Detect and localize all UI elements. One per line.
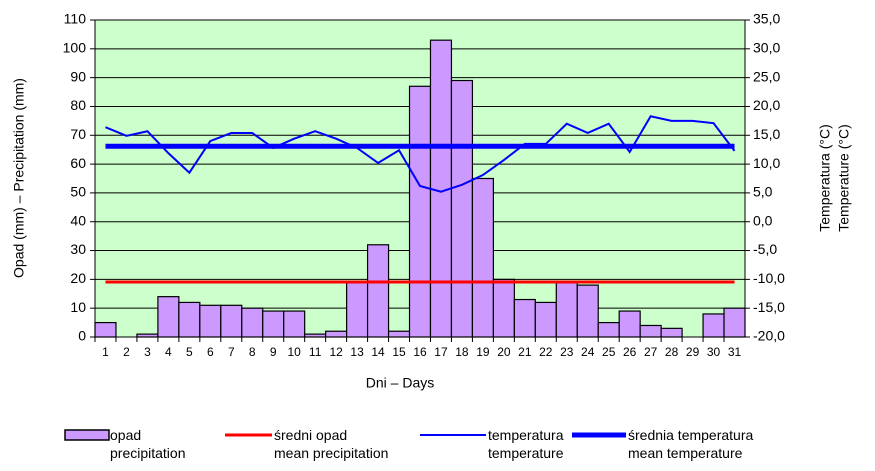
bar — [450, 79, 474, 338]
x-tick-label: 24 — [581, 345, 595, 359]
x-tick-label: 30 — [707, 345, 721, 359]
bar — [157, 296, 180, 338]
x-tick-label: 4 — [165, 345, 172, 359]
y2-tick-label: -20,0 — [753, 328, 785, 344]
bar — [534, 301, 557, 338]
y-tick-label: 20 — [70, 270, 86, 286]
y2-tick-label: -15,0 — [753, 299, 785, 315]
bar — [220, 304, 243, 338]
bar — [387, 330, 411, 338]
bar — [513, 298, 536, 338]
x-tick-label: 20 — [497, 345, 511, 359]
y-tick-label: 110 — [64, 11, 87, 27]
y2-tick-label: 35,0 — [753, 11, 780, 27]
bar — [283, 310, 306, 338]
x-tick-label: 3 — [144, 345, 151, 359]
y2-tick-label: 5,0 — [753, 184, 773, 200]
y-tick-label: 70 — [70, 126, 86, 142]
bar — [723, 307, 746, 338]
bar — [660, 327, 683, 338]
x-tick-label: 13 — [350, 345, 364, 359]
bar — [576, 284, 599, 338]
bar — [492, 278, 515, 338]
legend-label: opad precipitation — [110, 427, 186, 461]
y-tick-label: 10 — [70, 299, 86, 315]
x-tick-label: 15 — [392, 345, 406, 359]
bar — [94, 321, 117, 338]
x-tick-label: 12 — [329, 345, 343, 359]
x-tick-label: 7 — [228, 345, 235, 359]
x-tick-label: 14 — [371, 345, 385, 359]
y-tick-label: 30 — [70, 241, 86, 257]
x-axis-label: Dni – Days — [366, 375, 434, 391]
bar — [408, 85, 432, 338]
y2-tick-label: -5,0 — [753, 241, 777, 257]
y-tick-label: 100 — [63, 40, 87, 56]
x-tick-label: 31 — [728, 345, 742, 359]
plot-border — [94, 19, 746, 338]
y-tick-label: 80 — [70, 97, 86, 113]
x-tick-label: 29 — [686, 345, 700, 359]
x-tick-label: 5 — [186, 345, 193, 359]
y2-tick-label: 10,0 — [753, 155, 780, 171]
x-tick-label: 17 — [434, 345, 448, 359]
x-tick-label: 1 — [102, 345, 109, 359]
legend-label: średni opad mean precipitation — [274, 427, 389, 461]
x-tick-label: 26 — [623, 345, 637, 359]
x-tick-label: 9 — [270, 345, 277, 359]
y2-axis-label: Temperatura (°C) — [817, 124, 833, 232]
legend-label: temperatura temperature — [488, 427, 564, 461]
bar — [555, 281, 578, 338]
bar — [366, 244, 390, 338]
x-tick-label: 25 — [602, 345, 616, 359]
x-tick-label: 6 — [207, 345, 214, 359]
y2-tick-label: 15,0 — [753, 126, 780, 142]
y-tick-label: 40 — [70, 212, 86, 228]
x-tick-label: 19 — [476, 345, 490, 359]
y-tick-label: 50 — [70, 184, 86, 200]
temperature-line — [105, 115, 736, 193]
x-tick-label: 28 — [665, 345, 679, 359]
y-tick-label: 0 — [78, 328, 86, 344]
x-tick-label: 11 — [309, 345, 322, 359]
x-tick-label: 8 — [249, 345, 256, 359]
x-tick-label: 18 — [455, 345, 469, 359]
bar — [199, 304, 222, 338]
y-tick-label: 90 — [70, 68, 86, 84]
y2-tick-label: 0,0 — [753, 212, 773, 228]
x-tick-label: 27 — [644, 345, 658, 359]
x-tick-label: 2 — [123, 345, 130, 359]
y-axis-label: Opad (mm) – Precipitation (mm) — [11, 78, 27, 278]
y2-tick-label: 30,0 — [753, 40, 780, 56]
y2-tick-label: -10,0 — [753, 270, 785, 286]
bar — [639, 324, 662, 338]
y2-tick-label: 20,0 — [753, 97, 780, 113]
bar — [597, 321, 620, 338]
x-tick-label: 22 — [539, 345, 553, 359]
legend-swatch — [64, 429, 110, 441]
x-tick-label: 21 — [518, 345, 532, 359]
bar — [702, 313, 725, 338]
x-tick-label: 23 — [560, 345, 574, 359]
bar — [178, 301, 201, 338]
bar — [241, 307, 264, 338]
legend-label: średnia temperatura mean temperature — [628, 427, 754, 461]
y2-tick-label: 25,0 — [753, 68, 780, 84]
x-tick-label: 16 — [413, 345, 427, 359]
x-tick-label: 10 — [288, 345, 302, 359]
y2-axis-label: Temperature (°C) — [836, 124, 852, 232]
bar — [618, 310, 641, 338]
bar — [325, 330, 348, 338]
bar — [471, 177, 494, 338]
bar — [346, 281, 369, 338]
y-tick-label: 60 — [70, 155, 86, 171]
bar — [262, 310, 285, 338]
